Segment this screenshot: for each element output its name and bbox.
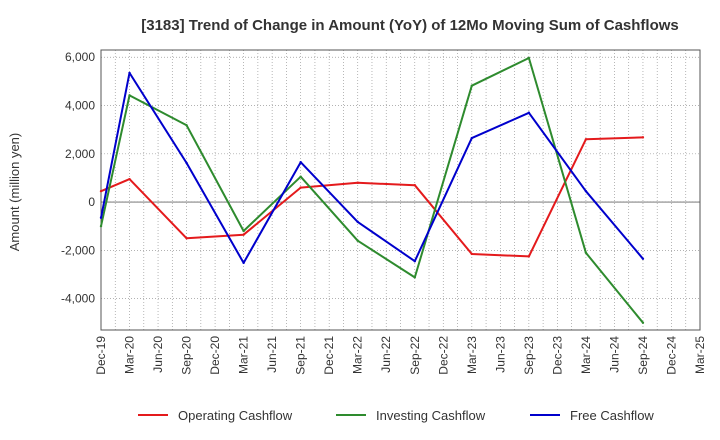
x-tick-label: Jun-22 bbox=[379, 336, 393, 373]
x-tick-label: Mar-24 bbox=[579, 336, 593, 374]
data-point bbox=[641, 321, 645, 324]
data-point bbox=[99, 190, 103, 193]
x-tick-label: Dec-24 bbox=[664, 336, 678, 375]
x-tick-label: Mar-25 bbox=[693, 336, 707, 374]
x-tick-label: Dec-20 bbox=[208, 336, 222, 375]
legend-label: Free Cashflow bbox=[570, 408, 654, 423]
data-point bbox=[185, 237, 188, 240]
y-tick-label: 4,000 bbox=[65, 99, 95, 113]
data-point bbox=[128, 71, 131, 75]
data-point bbox=[99, 225, 103, 228]
x-tick-label: Mar-23 bbox=[465, 336, 479, 374]
y-axis-label: Amount (million yen) bbox=[7, 133, 22, 252]
data-point bbox=[356, 239, 359, 242]
data-point bbox=[584, 251, 588, 254]
data-point bbox=[185, 161, 188, 165]
data-point bbox=[413, 183, 416, 187]
legend-label: Operating Cashflow bbox=[178, 408, 293, 423]
data-point bbox=[242, 233, 245, 236]
y-tick-label: 6,000 bbox=[65, 50, 95, 64]
x-tick-label: Sep-23 bbox=[522, 336, 536, 375]
data-point bbox=[584, 138, 588, 141]
chart-title: [3183] Trend of Change in Amount (YoY) o… bbox=[141, 17, 679, 34]
plot-frame bbox=[100, 49, 701, 331]
x-tick-label: Jun-23 bbox=[493, 336, 507, 373]
data-point bbox=[470, 84, 474, 87]
x-tick-label: Jun-21 bbox=[265, 336, 279, 373]
data-point bbox=[299, 175, 302, 178]
data-point bbox=[584, 190, 588, 193]
x-tick-label: Sep-24 bbox=[636, 336, 650, 375]
y-tick-label: 0 bbox=[88, 195, 95, 209]
data-point bbox=[99, 216, 103, 219]
x-tick-label: Dec-21 bbox=[322, 336, 336, 375]
data-point bbox=[299, 161, 302, 164]
data-point bbox=[242, 261, 245, 265]
data-point bbox=[527, 111, 531, 114]
data-point bbox=[185, 124, 188, 127]
x-tick-label: Mar-22 bbox=[351, 336, 365, 374]
data-point bbox=[128, 94, 131, 97]
data-point bbox=[299, 186, 302, 189]
x-tick-label: Jun-20 bbox=[151, 336, 165, 373]
data-point bbox=[413, 276, 416, 279]
x-tick-label: Sep-22 bbox=[408, 336, 422, 375]
y-tick-label: 2,000 bbox=[65, 147, 95, 161]
data-point bbox=[527, 56, 531, 60]
data-point bbox=[470, 136, 474, 140]
x-tick-label: Dec-22 bbox=[436, 336, 450, 375]
data-point bbox=[527, 255, 531, 258]
x-tick-label: Jun-24 bbox=[607, 336, 621, 373]
legend-label: Investing Cashflow bbox=[376, 408, 486, 423]
plot-area: -4,000 -2,000 0 2,000 4,000 6,000 Dec-19 Mar-20… bbox=[61, 49, 707, 375]
data-point bbox=[128, 177, 131, 181]
data-point bbox=[413, 260, 416, 263]
data-point bbox=[641, 257, 645, 260]
x-tick-label: Mar-20 bbox=[123, 336, 137, 374]
data-point bbox=[356, 220, 359, 224]
x-tick-label: Sep-21 bbox=[294, 336, 308, 375]
data-point bbox=[242, 229, 245, 233]
legend: Operating Cashflow Investing Cashflow Free… bbox=[138, 408, 654, 423]
x-tick-label: Dec-19 bbox=[94, 336, 108, 375]
x-tick-label: Sep-20 bbox=[180, 336, 194, 375]
y-tick-label: -2,000 bbox=[61, 243, 95, 257]
data-point bbox=[470, 252, 474, 256]
data-point bbox=[641, 136, 645, 139]
x-tick-label: Dec-23 bbox=[550, 336, 564, 375]
y-tick-label: -4,000 bbox=[61, 292, 95, 306]
data-point bbox=[356, 181, 359, 184]
x-tick-label: Mar-21 bbox=[237, 336, 251, 374]
